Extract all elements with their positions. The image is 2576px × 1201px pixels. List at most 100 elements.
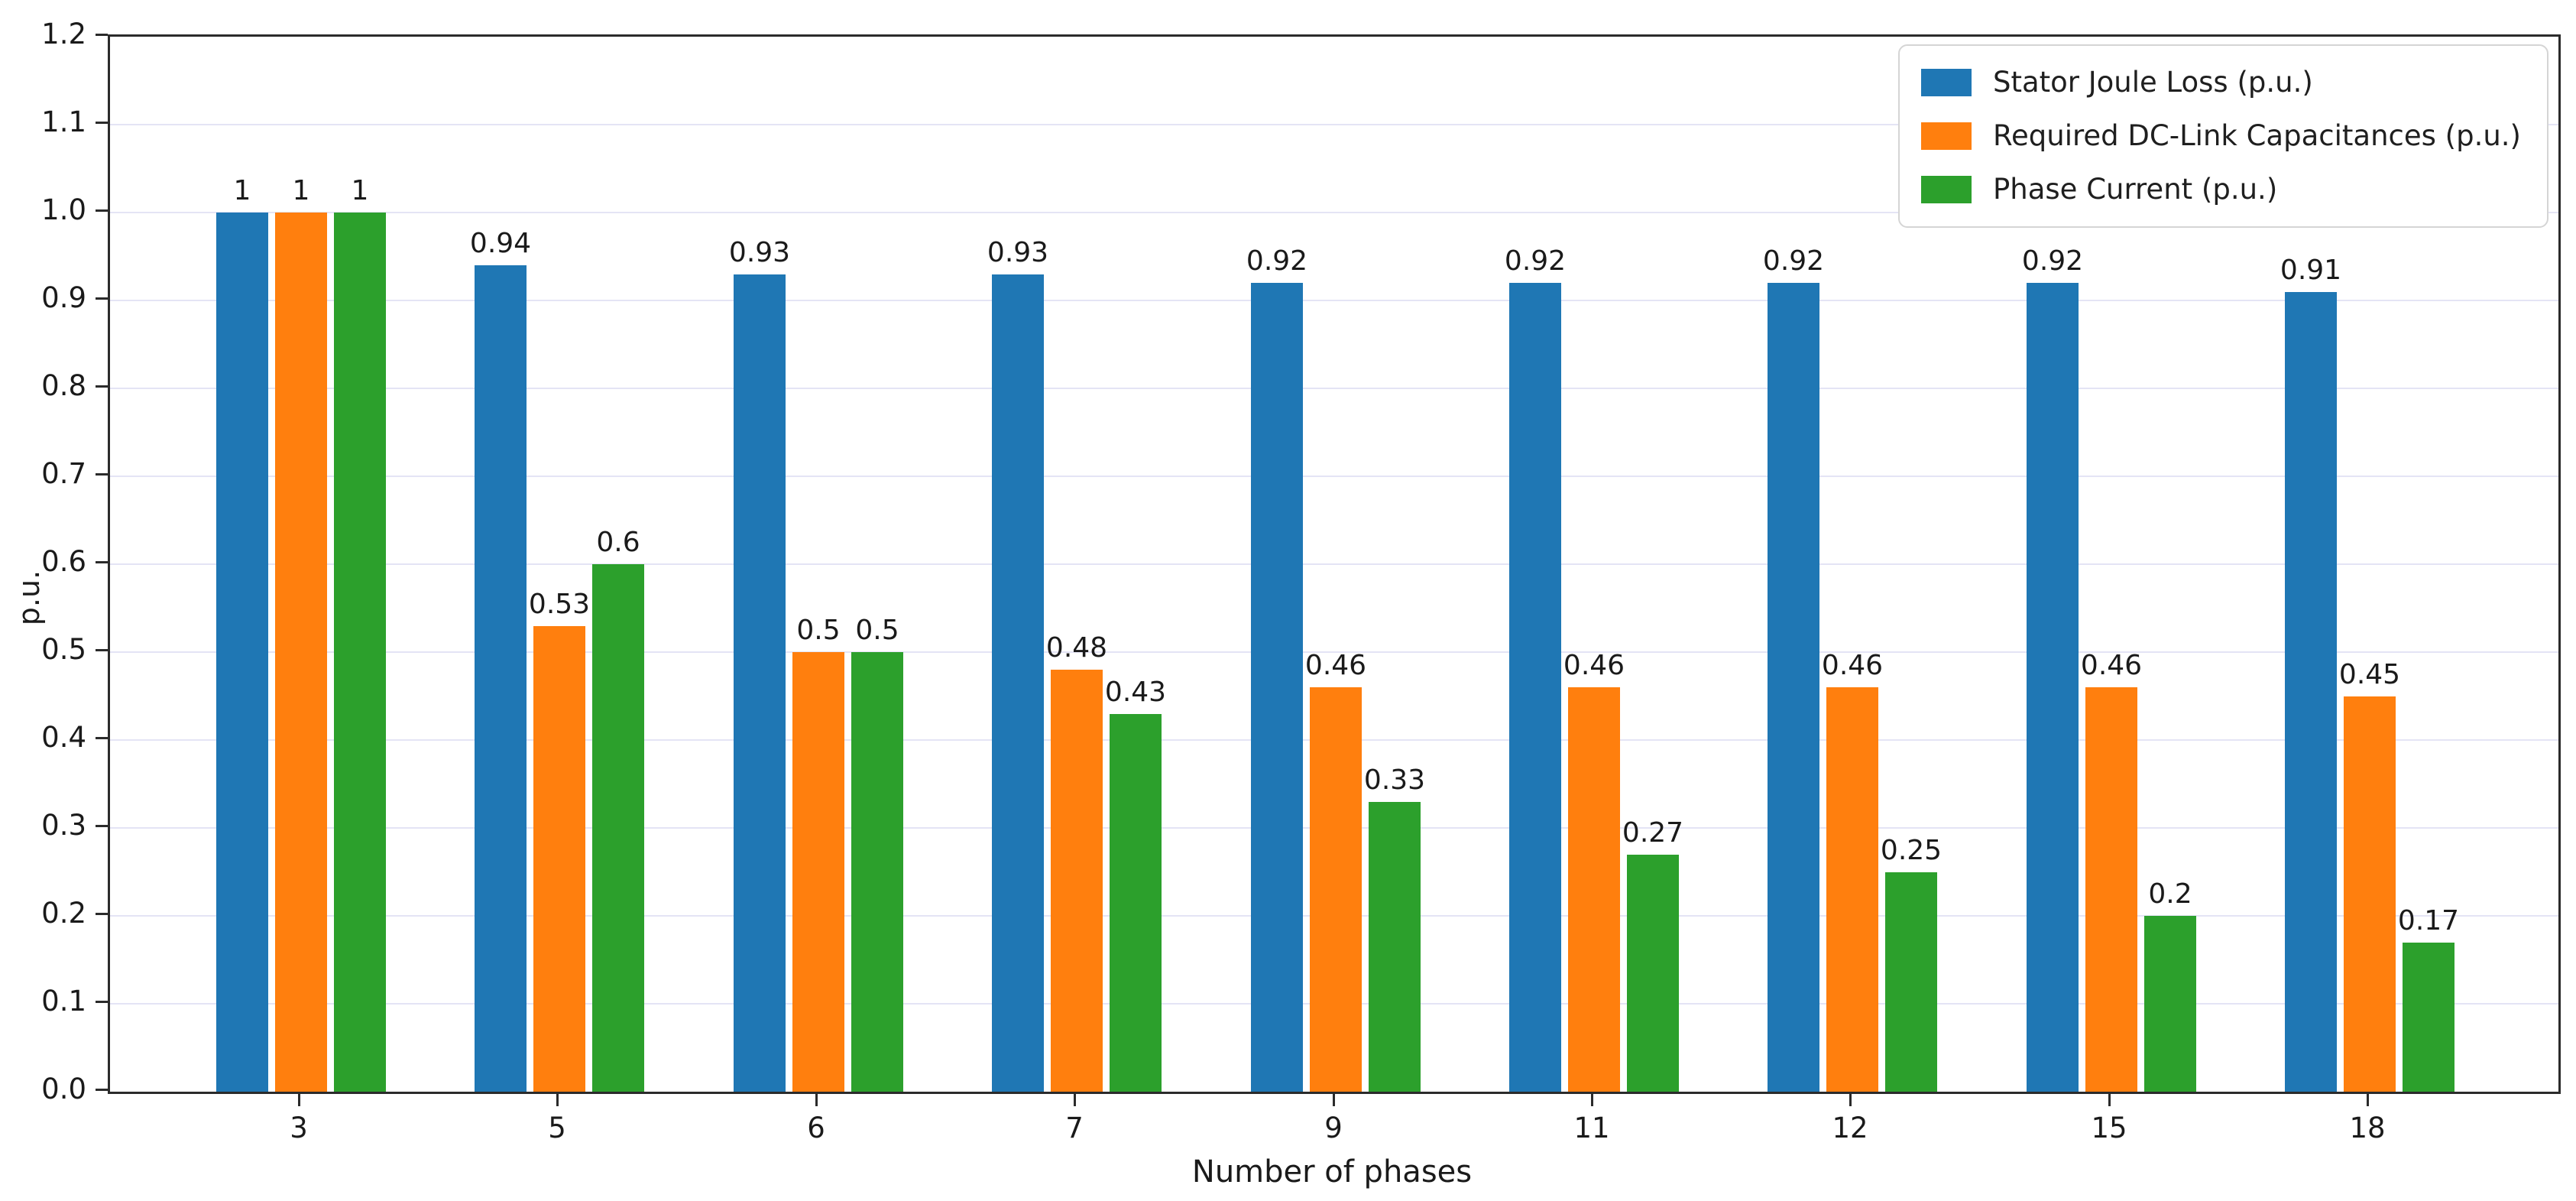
legend-item: Required DC-Link Capacitances (p.u.) bbox=[1920, 119, 2521, 153]
bar bbox=[1885, 872, 1937, 1092]
bar-value-label: 1 bbox=[351, 175, 369, 206]
y-tick-mark bbox=[96, 473, 108, 476]
bar-value-label: 0.46 bbox=[1821, 650, 1884, 681]
bar bbox=[2403, 942, 2454, 1092]
x-tick-mark bbox=[298, 1094, 300, 1106]
x-tick-label: 12 bbox=[1832, 1112, 1868, 1144]
y-tick-label: 1.1 bbox=[41, 105, 86, 138]
bar bbox=[475, 265, 527, 1092]
x-tick-mark bbox=[2108, 1094, 2111, 1106]
gridline bbox=[110, 212, 2558, 213]
bar bbox=[2144, 916, 2196, 1092]
legend-item: Phase Current (p.u.) bbox=[1920, 173, 2521, 206]
x-axis-label: Number of phases bbox=[1191, 1154, 1473, 1190]
bar-value-label: 0.5 bbox=[796, 615, 841, 646]
y-tick-label: 0.4 bbox=[41, 721, 86, 754]
x-tick-label: 6 bbox=[807, 1112, 825, 1144]
bar-value-label: 0.92 bbox=[1504, 245, 1567, 277]
bar-value-label: 0.25 bbox=[1880, 834, 1943, 866]
bar bbox=[2085, 687, 2137, 1092]
bar-value-label: 0.5 bbox=[855, 615, 899, 646]
y-tick-mark bbox=[96, 913, 108, 915]
y-tick-mark bbox=[96, 825, 108, 827]
legend-label: Phase Current (p.u.) bbox=[1992, 173, 2278, 206]
x-tick-mark bbox=[1591, 1094, 1593, 1106]
legend-item: Stator Joule Loss (p.u.) bbox=[1920, 66, 2521, 99]
y-tick-mark bbox=[96, 122, 108, 124]
bar bbox=[792, 652, 844, 1092]
bar bbox=[992, 274, 1044, 1092]
legend-swatch bbox=[1920, 176, 1972, 203]
bar-value-label: 0.91 bbox=[2280, 254, 2342, 286]
bar bbox=[533, 625, 585, 1092]
y-tick-label: 0.3 bbox=[41, 809, 86, 842]
bar bbox=[1310, 687, 1362, 1092]
x-tick-label: 5 bbox=[548, 1112, 566, 1144]
bar bbox=[1369, 801, 1421, 1092]
bar-value-label: 0.94 bbox=[469, 228, 532, 259]
legend-swatch bbox=[1920, 122, 1972, 150]
y-tick-mark bbox=[96, 1089, 108, 1091]
x-tick-label: 18 bbox=[2349, 1112, 2386, 1144]
bar bbox=[2285, 291, 2337, 1092]
bar bbox=[334, 213, 386, 1092]
bar-value-label: 0.6 bbox=[596, 527, 640, 558]
gridline bbox=[110, 300, 2558, 301]
x-tick-label: 11 bbox=[1573, 1112, 1610, 1144]
y-tick-mark bbox=[96, 649, 108, 651]
y-tick-mark bbox=[96, 209, 108, 212]
bar-value-label: 0.92 bbox=[1246, 245, 1308, 277]
x-tick-label: 3 bbox=[290, 1112, 308, 1144]
y-tick-label: 0.8 bbox=[41, 369, 86, 402]
y-tick-label: 0.2 bbox=[41, 897, 86, 930]
y-tick-mark bbox=[96, 297, 108, 300]
bar-value-label: 0.33 bbox=[1363, 764, 1426, 796]
y-tick-label: 0.6 bbox=[41, 545, 86, 578]
bar-value-label: 1 bbox=[233, 175, 251, 206]
bar bbox=[734, 274, 786, 1092]
x-tick-mark bbox=[815, 1094, 818, 1106]
bar bbox=[1768, 283, 1819, 1092]
legend-label: Required DC-Link Capacitances (p.u.) bbox=[1992, 119, 2521, 152]
x-tick-label: 9 bbox=[1324, 1112, 1343, 1144]
x-tick-mark bbox=[1333, 1094, 1335, 1106]
bar bbox=[1251, 283, 1303, 1092]
y-tick-label: 1.0 bbox=[41, 193, 86, 226]
bar-value-label: 0.43 bbox=[1104, 676, 1167, 708]
bar bbox=[2027, 283, 2079, 1092]
x-tick-mark bbox=[556, 1094, 559, 1106]
bar-value-label: 0.17 bbox=[2397, 904, 2460, 936]
x-tick-mark bbox=[1849, 1094, 1852, 1106]
gridline bbox=[110, 388, 2558, 389]
y-tick-label: 0.0 bbox=[41, 1073, 86, 1105]
bar bbox=[1627, 854, 1679, 1092]
gridline bbox=[110, 563, 2558, 565]
bar bbox=[216, 213, 268, 1092]
legend: Stator Joule Loss (p.u.) Required DC-Link… bbox=[1897, 44, 2548, 228]
bar-value-label: 0.48 bbox=[1045, 632, 1108, 664]
bar bbox=[1051, 670, 1103, 1092]
bar bbox=[1826, 687, 1878, 1092]
gridline bbox=[110, 124, 2558, 125]
y-tick-label: 0.9 bbox=[41, 281, 86, 314]
bar-value-label: 0.27 bbox=[1622, 816, 1684, 849]
y-tick-mark bbox=[96, 34, 108, 36]
bar bbox=[1568, 687, 1620, 1092]
bar-value-label: 1 bbox=[292, 175, 310, 206]
y-tick-mark bbox=[96, 385, 108, 388]
y-tick-label: 0.5 bbox=[41, 633, 86, 666]
y-tick-mark bbox=[96, 1001, 108, 1003]
bar-value-label: 0.46 bbox=[2080, 650, 2143, 681]
legend-swatch bbox=[1920, 69, 1972, 96]
bar-value-label: 0.46 bbox=[1304, 650, 1367, 681]
gridline bbox=[110, 651, 2558, 653]
bar-value-label: 0.92 bbox=[2021, 245, 2084, 277]
y-tick-mark bbox=[96, 561, 108, 563]
x-tick-mark bbox=[1074, 1094, 1076, 1106]
bar-value-label: 0.92 bbox=[1762, 245, 1825, 277]
x-tick-label: 7 bbox=[1065, 1112, 1084, 1144]
y-tick-mark bbox=[96, 737, 108, 739]
bar bbox=[2344, 696, 2396, 1092]
bar bbox=[1110, 713, 1162, 1092]
